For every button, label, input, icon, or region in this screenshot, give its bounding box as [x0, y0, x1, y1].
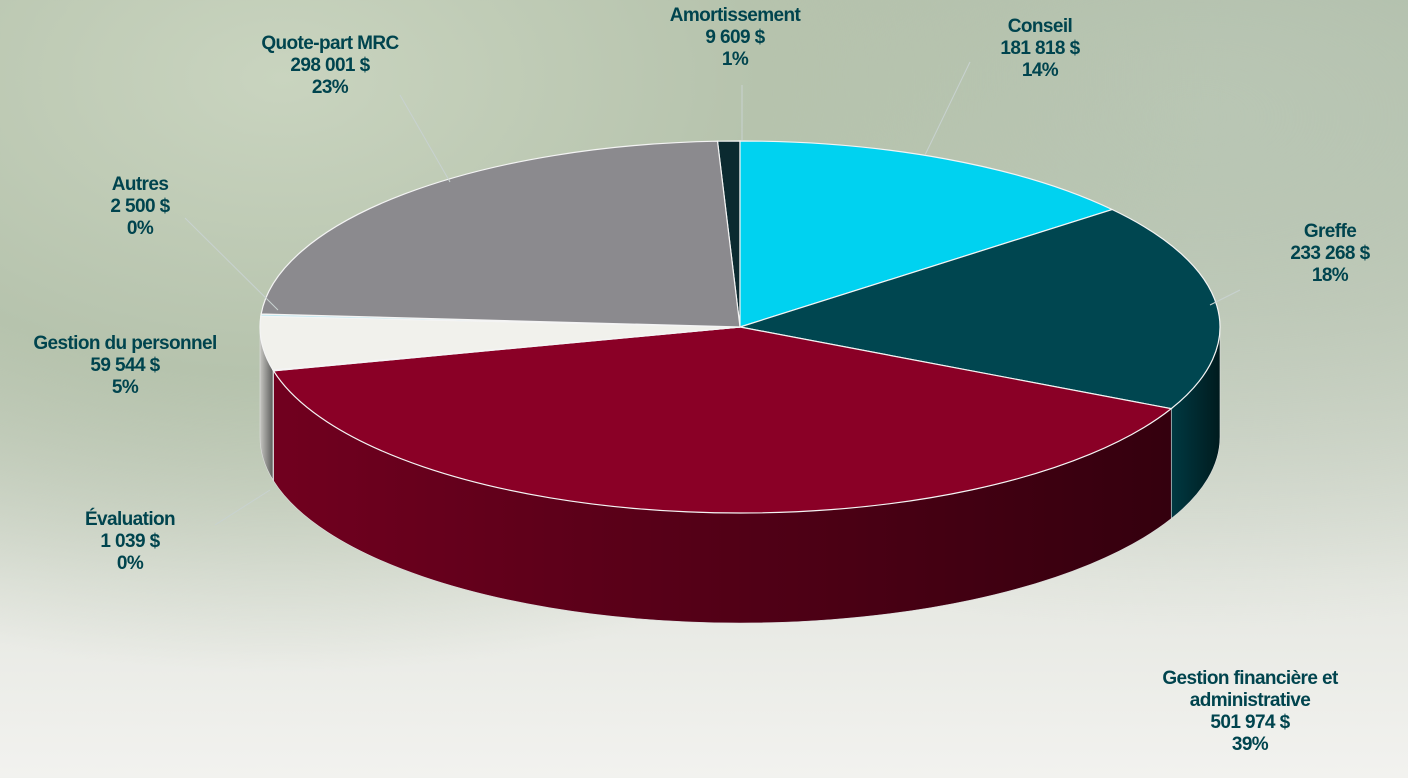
leader-line: [1209, 289, 1241, 306]
leader-line: [399, 94, 451, 183]
data-label: Gestion financière et administrative 501 …: [1135, 668, 1365, 756]
value-label: 298 001 $: [290, 55, 370, 76]
percent-label: 5%: [111, 377, 139, 398]
data-label: Autres 2 500 $0%: [10, 174, 270, 240]
percent-label: 39%: [1231, 734, 1269, 755]
percent-label: 18%: [1311, 265, 1349, 286]
data-label: Greffe 233 268 $18%: [1200, 221, 1408, 287]
leader-line: [924, 61, 971, 156]
value-label: 501 974 $: [1210, 712, 1290, 733]
value-label: 9 609 $: [705, 27, 765, 48]
data-label: Amortissement 9 609 $1%: [605, 5, 865, 71]
value-label: 181 818 $: [1000, 38, 1080, 59]
category-label: Conseil: [1007, 16, 1073, 37]
slice: [272, 326, 1173, 514]
percent-label: 0%: [126, 218, 154, 239]
data-label: Évaluation 1 039 $0%: [0, 509, 260, 575]
category-label: Greffe: [1303, 221, 1357, 242]
category-label: Amortissement: [669, 5, 801, 26]
data-label: Conseil 181 818 $14%: [910, 16, 1170, 82]
value-label: 1 039 $: [100, 531, 160, 552]
value-label: 59 544 $: [90, 355, 160, 376]
leader-line: [184, 217, 279, 311]
percent-label: 0%: [116, 553, 144, 574]
slice: [260, 140, 741, 328]
category-label: Gestion financière et administrative: [1162, 668, 1338, 711]
data-label: Quote-part MRC 298 001 $23%: [200, 33, 460, 99]
slice: [739, 140, 1114, 328]
value-label: 2 500 $: [110, 196, 170, 217]
leader-line: [214, 489, 271, 526]
data-label: Gestion du personnel 59 544 $5%: [0, 333, 255, 399]
category-label: Gestion du personnel: [33, 333, 217, 354]
category-label: Quote-part MRC: [261, 33, 399, 54]
slice: [739, 208, 1221, 410]
category-label: Évaluation: [84, 509, 176, 530]
percent-label: 14%: [1021, 60, 1059, 81]
percent-label: 1%: [721, 49, 749, 70]
percent-label: 23%: [311, 77, 349, 98]
category-label: Autres: [111, 174, 169, 195]
value-label: 233 268 $: [1290, 243, 1370, 264]
